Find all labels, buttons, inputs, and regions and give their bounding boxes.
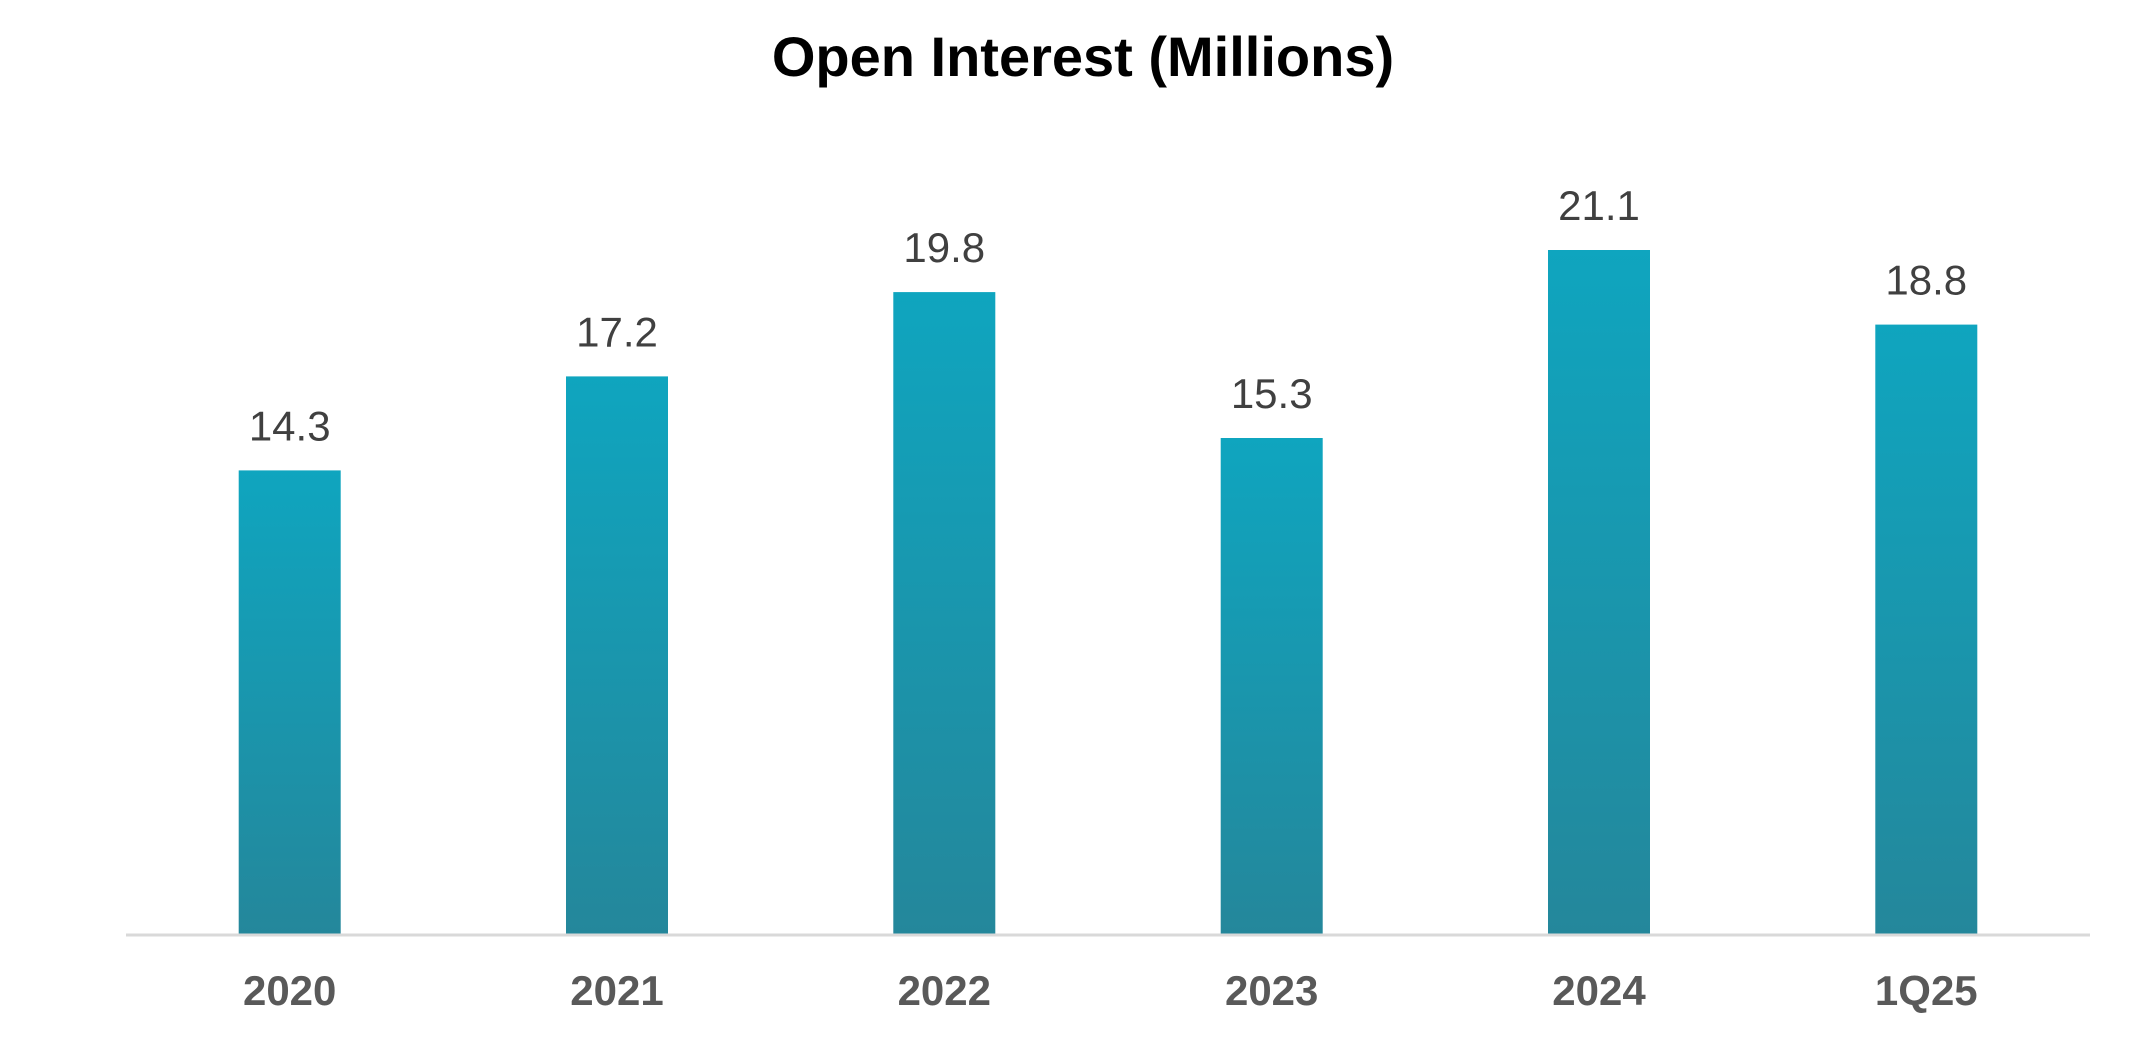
bar-2023 — [1220, 438, 1323, 934]
data-label-2020: 14.3 — [249, 402, 331, 449]
data-label-2024: 21.1 — [1558, 182, 1640, 229]
bar-1q25 — [1875, 324, 1978, 935]
chart-title: Open Interest (Millions) — [772, 25, 1394, 88]
x-tick-label-2021: 2021 — [570, 967, 663, 1014]
bar-2021 — [566, 376, 668, 934]
bar-2022 — [893, 292, 996, 935]
x-tick-label-2023: 2023 — [1225, 967, 1318, 1014]
data-label-2021: 17.2 — [576, 308, 658, 355]
data-label-2022: 19.8 — [903, 224, 985, 271]
x-tick-label-2022: 2022 — [898, 967, 991, 1014]
data-label-2023: 15.3 — [1231, 370, 1313, 417]
bar-2024 — [1548, 250, 1650, 934]
data-labels-group: 14.3 17.2 19.8 15.3 21.1 18.8 — [249, 182, 1967, 449]
data-label-1q25: 18.8 — [1885, 257, 1967, 304]
x-tick-label-2024: 2024 — [1552, 967, 1646, 1014]
x-axis-tick-labels: 2020 2021 2022 2023 2024 1Q25 — [243, 967, 1978, 1014]
x-tick-label-1q25: 1Q25 — [1875, 967, 1978, 1014]
bar-2020 — [238, 470, 341, 934]
bars-group — [238, 250, 1978, 935]
x-tick-label-2020: 2020 — [243, 967, 336, 1014]
